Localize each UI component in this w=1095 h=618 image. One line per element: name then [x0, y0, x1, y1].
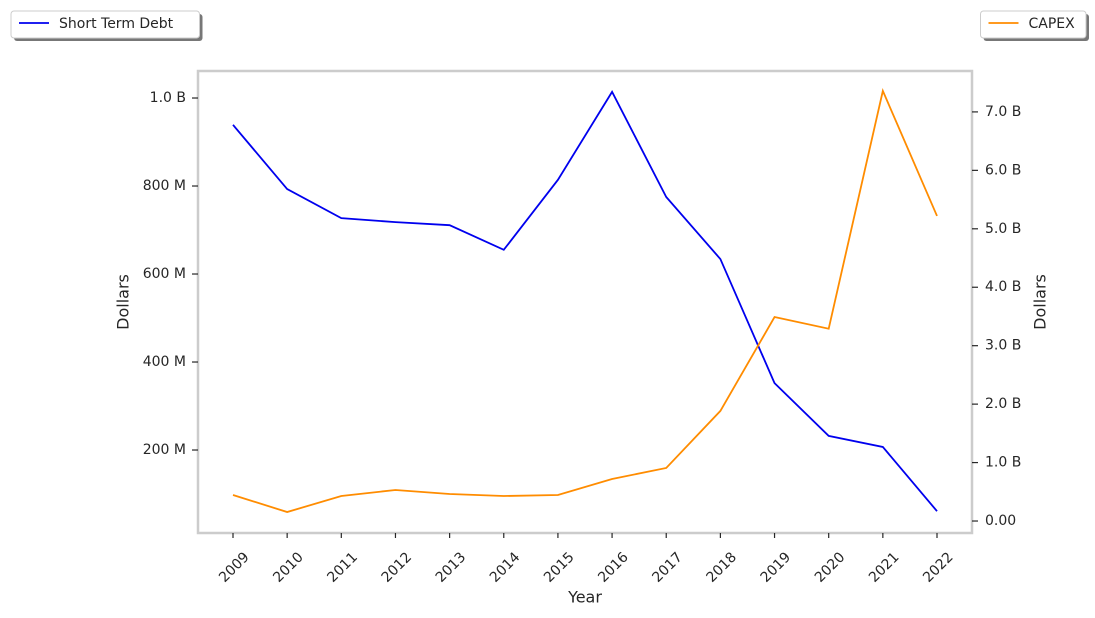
y-axis-title: Dollars — [114, 274, 133, 330]
x-tick-label: 2022 — [920, 549, 957, 586]
y-tick-label: 200 M — [143, 442, 186, 458]
x-tick-label: 2020 — [812, 549, 849, 586]
y-tick-label: 600 M — [143, 266, 186, 282]
x-tick-label: 2009 — [216, 549, 253, 586]
y2-tick-label: 1.0 B — [985, 455, 1021, 471]
y2-tick-label: 0.00 — [985, 513, 1016, 529]
y2-tick-label: 4.0 B — [985, 279, 1021, 295]
y2-tick-label: 7.0 B — [985, 104, 1021, 120]
y2-tick-label: 5.0 B — [985, 221, 1021, 237]
y2-tick-label: 2.0 B — [985, 396, 1021, 412]
x-tick-label: 2013 — [433, 549, 470, 586]
x-tick-label: 2021 — [866, 549, 903, 586]
x-tick-label: 2011 — [324, 549, 361, 586]
y-tick-label: 1.0 B — [150, 90, 186, 106]
y-tick-label: 400 M — [143, 354, 186, 370]
legend-label: CAPEX — [1029, 16, 1076, 32]
x-axis-title: Year — [567, 588, 602, 607]
y2-axis-title: Dollars — [1031, 274, 1050, 330]
line-series — [232, 87, 938, 513]
x-tick-label: 2019 — [758, 549, 795, 586]
y2-tick-label: 6.0 B — [985, 162, 1021, 178]
legend-box — [980, 10, 1087, 39]
line-series — [232, 90, 938, 512]
x-tick-label: 2015 — [541, 549, 578, 586]
x-tick-label: 2014 — [487, 549, 524, 586]
x-tick-label: 2017 — [649, 549, 686, 586]
x-tick-label: 2010 — [270, 549, 307, 586]
plot-frame — [196, 69, 974, 535]
legend-label: Short Term Debt — [59, 16, 174, 32]
x-tick-label: 2012 — [379, 549, 416, 586]
x-tick-label: 2016 — [595, 549, 632, 586]
legend-box — [10, 10, 200, 39]
y-tick-label: 800 M — [143, 178, 186, 194]
y2-tick-label: 3.0 B — [985, 338, 1021, 354]
x-tick-label: 2018 — [704, 549, 741, 586]
